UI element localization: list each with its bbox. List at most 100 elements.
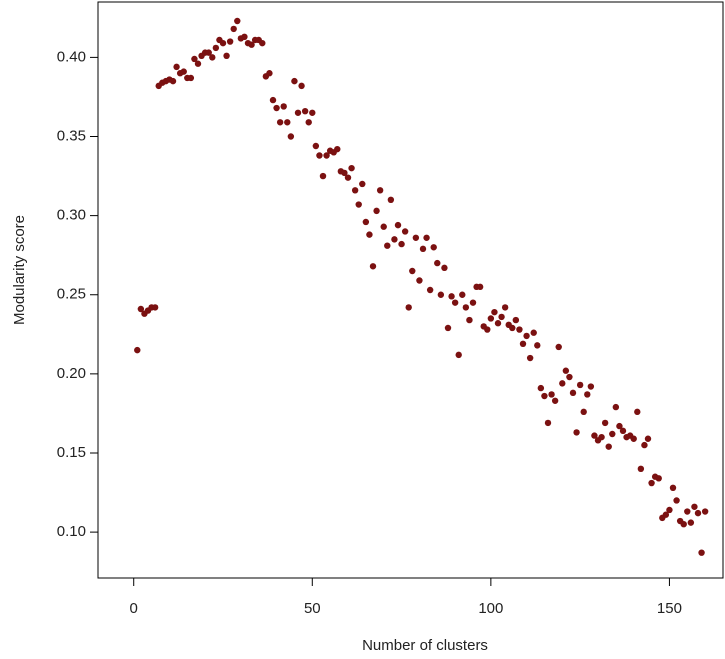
point [576, 381, 584, 389]
point [687, 519, 695, 526]
point [441, 264, 448, 272]
point [359, 180, 366, 188]
point [501, 304, 509, 311]
point [341, 169, 348, 177]
point [701, 508, 709, 515]
point [419, 245, 427, 253]
point [541, 392, 548, 400]
point [666, 506, 673, 514]
point [637, 465, 645, 473]
point [580, 408, 587, 416]
point [698, 549, 705, 556]
point [151, 304, 159, 311]
y-tick-label: 0.10 [57, 523, 86, 540]
point [398, 240, 405, 248]
point [394, 221, 402, 229]
y-tick-label: 0.20 [57, 365, 86, 382]
point [609, 430, 616, 438]
x-tick-label: 0 [130, 600, 138, 617]
point [334, 145, 341, 153]
point [291, 77, 298, 85]
point [205, 49, 212, 56]
point [448, 293, 455, 300]
point [312, 142, 320, 150]
point [401, 228, 409, 235]
y-axis-label: Modularity score [11, 215, 28, 325]
point [226, 38, 234, 45]
point [630, 435, 637, 442]
point [416, 277, 423, 284]
point [180, 68, 187, 75]
point [548, 391, 555, 398]
point [455, 351, 462, 359]
point [559, 380, 566, 387]
point [266, 70, 273, 77]
point [523, 332, 530, 340]
point [373, 207, 380, 215]
point [680, 520, 687, 528]
point [344, 174, 352, 181]
point [484, 326, 491, 333]
point [191, 55, 198, 63]
point [423, 234, 430, 241]
point [655, 475, 662, 482]
point [248, 41, 255, 48]
point [669, 484, 677, 492]
point [209, 54, 216, 61]
point [498, 313, 505, 321]
point [662, 511, 670, 518]
point [526, 354, 534, 362]
point [444, 324, 452, 332]
x-tick-label: 100 [478, 600, 503, 617]
y-tick-label: 0.40 [57, 48, 86, 65]
point [412, 234, 420, 241]
point [276, 119, 284, 126]
point [544, 419, 552, 427]
point [673, 497, 680, 504]
point [451, 299, 459, 306]
point [366, 231, 373, 238]
point [491, 308, 498, 316]
point [691, 503, 698, 510]
point [305, 119, 312, 126]
point [380, 223, 387, 230]
point [437, 291, 445, 298]
point [294, 109, 302, 116]
point [434, 259, 441, 267]
x-axis-label: Number of clusters [362, 637, 488, 654]
point [173, 63, 180, 71]
point [601, 419, 609, 427]
point [537, 384, 545, 392]
point [469, 299, 477, 306]
point [309, 109, 316, 116]
point [187, 74, 195, 82]
point [519, 340, 527, 348]
x-tick-label: 150 [657, 600, 682, 617]
point [405, 304, 412, 311]
plot-frame [97, 1, 724, 579]
point [684, 508, 691, 515]
point [530, 329, 537, 336]
point [287, 133, 295, 140]
point [605, 443, 612, 450]
point [512, 316, 520, 324]
point [566, 373, 573, 381]
y-tick-label: 0.15 [57, 444, 86, 461]
point [616, 422, 623, 430]
point [369, 263, 377, 270]
point [323, 152, 330, 159]
point [259, 39, 266, 47]
point [641, 441, 648, 449]
point [426, 286, 434, 294]
point [466, 316, 473, 324]
point [212, 44, 220, 52]
point [194, 60, 202, 67]
point [634, 408, 641, 416]
point [487, 315, 495, 322]
point [219, 39, 227, 47]
point [562, 367, 570, 374]
y-tick-label: 0.30 [57, 207, 86, 224]
point [569, 389, 577, 397]
point [612, 403, 620, 411]
